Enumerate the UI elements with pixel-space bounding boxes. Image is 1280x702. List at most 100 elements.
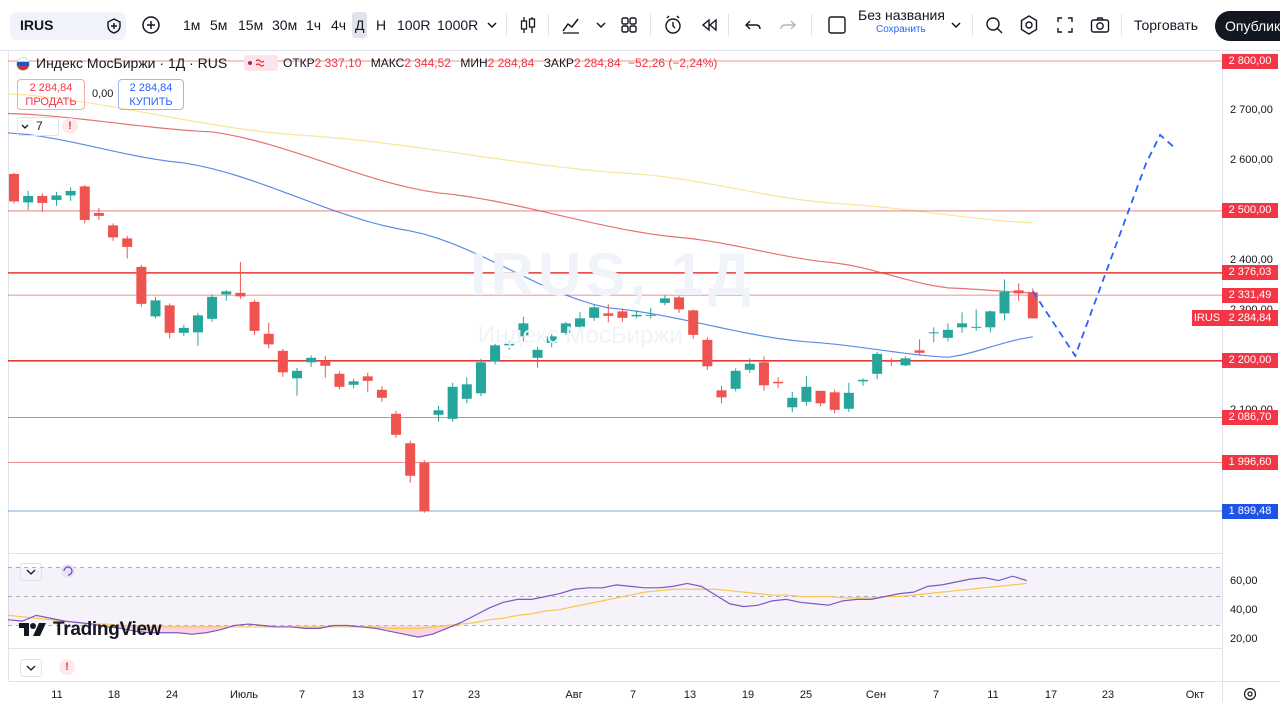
candle[interactable] xyxy=(787,391,798,413)
candle[interactable] xyxy=(886,358,897,366)
pane-collapse[interactable] xyxy=(20,659,42,677)
alert-icon[interactable] xyxy=(661,13,685,37)
interval-30м[interactable]: 30м xyxy=(272,17,298,33)
candle[interactable] xyxy=(419,460,430,513)
candle[interactable] xyxy=(560,321,571,335)
candle[interactable] xyxy=(292,367,302,396)
candle[interactable] xyxy=(277,348,288,377)
candle[interactable] xyxy=(433,405,444,422)
candle[interactable] xyxy=(843,382,854,412)
candle[interactable] xyxy=(702,337,713,370)
candle[interactable] xyxy=(575,311,585,330)
interval-15м[interactable]: 15м xyxy=(238,17,264,33)
candle[interactable] xyxy=(1013,283,1024,301)
candle[interactable] xyxy=(65,187,76,201)
tradingview-logo[interactable]: TradingView xyxy=(18,619,162,641)
candle[interactable] xyxy=(957,312,968,333)
candle[interactable] xyxy=(773,377,784,388)
chevron-down-icon[interactable] xyxy=(480,13,504,37)
chevron-down-icon[interactable] xyxy=(944,13,968,37)
publish-button[interactable]: Опублико xyxy=(1215,11,1280,41)
sell-button[interactable]: 2 284,84 ПРОДАТЬ xyxy=(17,79,85,110)
save-link[interactable]: Сохранить xyxy=(876,24,926,35)
candle[interactable] xyxy=(192,312,203,346)
candle[interactable] xyxy=(801,375,812,406)
redo-icon[interactable] xyxy=(776,13,800,37)
candle[interactable] xyxy=(900,356,911,367)
candle[interactable] xyxy=(659,295,670,306)
interval-1000R[interactable]: 1000R xyxy=(437,17,479,33)
symbol-title[interactable]: Индекс МосБиржи · 1Д · RUS xyxy=(36,55,228,71)
candles-icon[interactable] xyxy=(516,13,540,37)
ma-fast-line[interactable] xyxy=(7,132,1033,358)
layout-name[interactable]: Без названия xyxy=(858,7,945,23)
interval-5м[interactable]: 5м xyxy=(210,17,228,33)
candle[interactable] xyxy=(688,309,699,339)
candle[interactable] xyxy=(490,343,501,365)
replay-icon[interactable] xyxy=(697,13,721,37)
candle[interactable] xyxy=(532,346,543,368)
candle[interactable] xyxy=(815,390,826,407)
candle[interactable] xyxy=(758,356,769,391)
candle[interactable] xyxy=(9,172,19,204)
candle[interactable] xyxy=(334,371,345,390)
candle[interactable] xyxy=(362,372,373,393)
candle[interactable] xyxy=(518,316,529,342)
candle[interactable] xyxy=(914,339,925,355)
indicators-collapse[interactable]: 7 xyxy=(17,117,59,136)
buy-button[interactable]: 2 284,84 КУПИТЬ xyxy=(118,79,184,110)
candle[interactable] xyxy=(617,308,628,322)
indicators-icon[interactable] xyxy=(559,13,583,37)
symbol-search[interactable]: IRUS xyxy=(10,12,126,40)
candle[interactable] xyxy=(872,351,883,380)
candle[interactable] xyxy=(829,389,840,414)
shield-icon[interactable] xyxy=(106,18,122,34)
ma-mid-line[interactable] xyxy=(7,112,1033,294)
interval-Н[interactable]: Н xyxy=(376,17,387,33)
chevron-down-icon[interactable] xyxy=(589,13,613,37)
ma-slow-line[interactable] xyxy=(7,93,1033,224)
layout-icon[interactable] xyxy=(825,13,849,37)
candle[interactable] xyxy=(1027,288,1038,319)
candle[interactable] xyxy=(51,191,62,206)
rsi-collapse[interactable] xyxy=(20,563,42,581)
interval-1ч[interactable]: 1ч xyxy=(306,17,322,33)
candle[interactable] xyxy=(207,294,218,322)
interval-4ч[interactable]: 4ч xyxy=(331,17,347,33)
candle[interactable] xyxy=(475,358,486,397)
candle[interactable] xyxy=(249,299,260,335)
candle[interactable] xyxy=(504,340,515,350)
interval-1м[interactable]: 1м xyxy=(183,17,201,33)
candle[interactable] xyxy=(235,261,246,299)
candle[interactable] xyxy=(744,358,755,373)
candle[interactable] xyxy=(985,310,996,333)
candle[interactable] xyxy=(320,355,331,378)
candle[interactable] xyxy=(136,264,147,307)
candle[interactable] xyxy=(150,296,161,319)
candle[interactable] xyxy=(645,307,656,319)
candle[interactable] xyxy=(405,440,416,483)
candle[interactable] xyxy=(108,223,119,241)
candle[interactable] xyxy=(391,410,402,438)
quick-search-icon[interactable] xyxy=(982,13,1006,37)
candle[interactable] xyxy=(858,378,868,386)
candle[interactable] xyxy=(79,184,90,224)
undo-icon[interactable] xyxy=(741,13,765,37)
warning-icon[interactable]: ! xyxy=(62,118,78,134)
settings-icon[interactable] xyxy=(1017,13,1041,37)
candle[interactable] xyxy=(37,193,48,212)
candle[interactable] xyxy=(447,382,458,422)
rsi-line[interactable] xyxy=(7,575,1027,638)
candle[interactable] xyxy=(603,304,614,323)
rsi-ma-line[interactable] xyxy=(7,582,1027,630)
refresh-icon[interactable] xyxy=(59,563,77,579)
candle[interactable] xyxy=(93,207,104,220)
interval-100R[interactable]: 100R xyxy=(397,17,431,33)
candle[interactable] xyxy=(164,303,175,339)
camera-icon[interactable] xyxy=(1088,13,1112,37)
candle[interactable] xyxy=(461,377,472,404)
candle[interactable] xyxy=(122,235,133,259)
templates-icon[interactable] xyxy=(617,13,641,37)
candle[interactable] xyxy=(674,295,685,313)
candle[interactable] xyxy=(928,327,939,343)
